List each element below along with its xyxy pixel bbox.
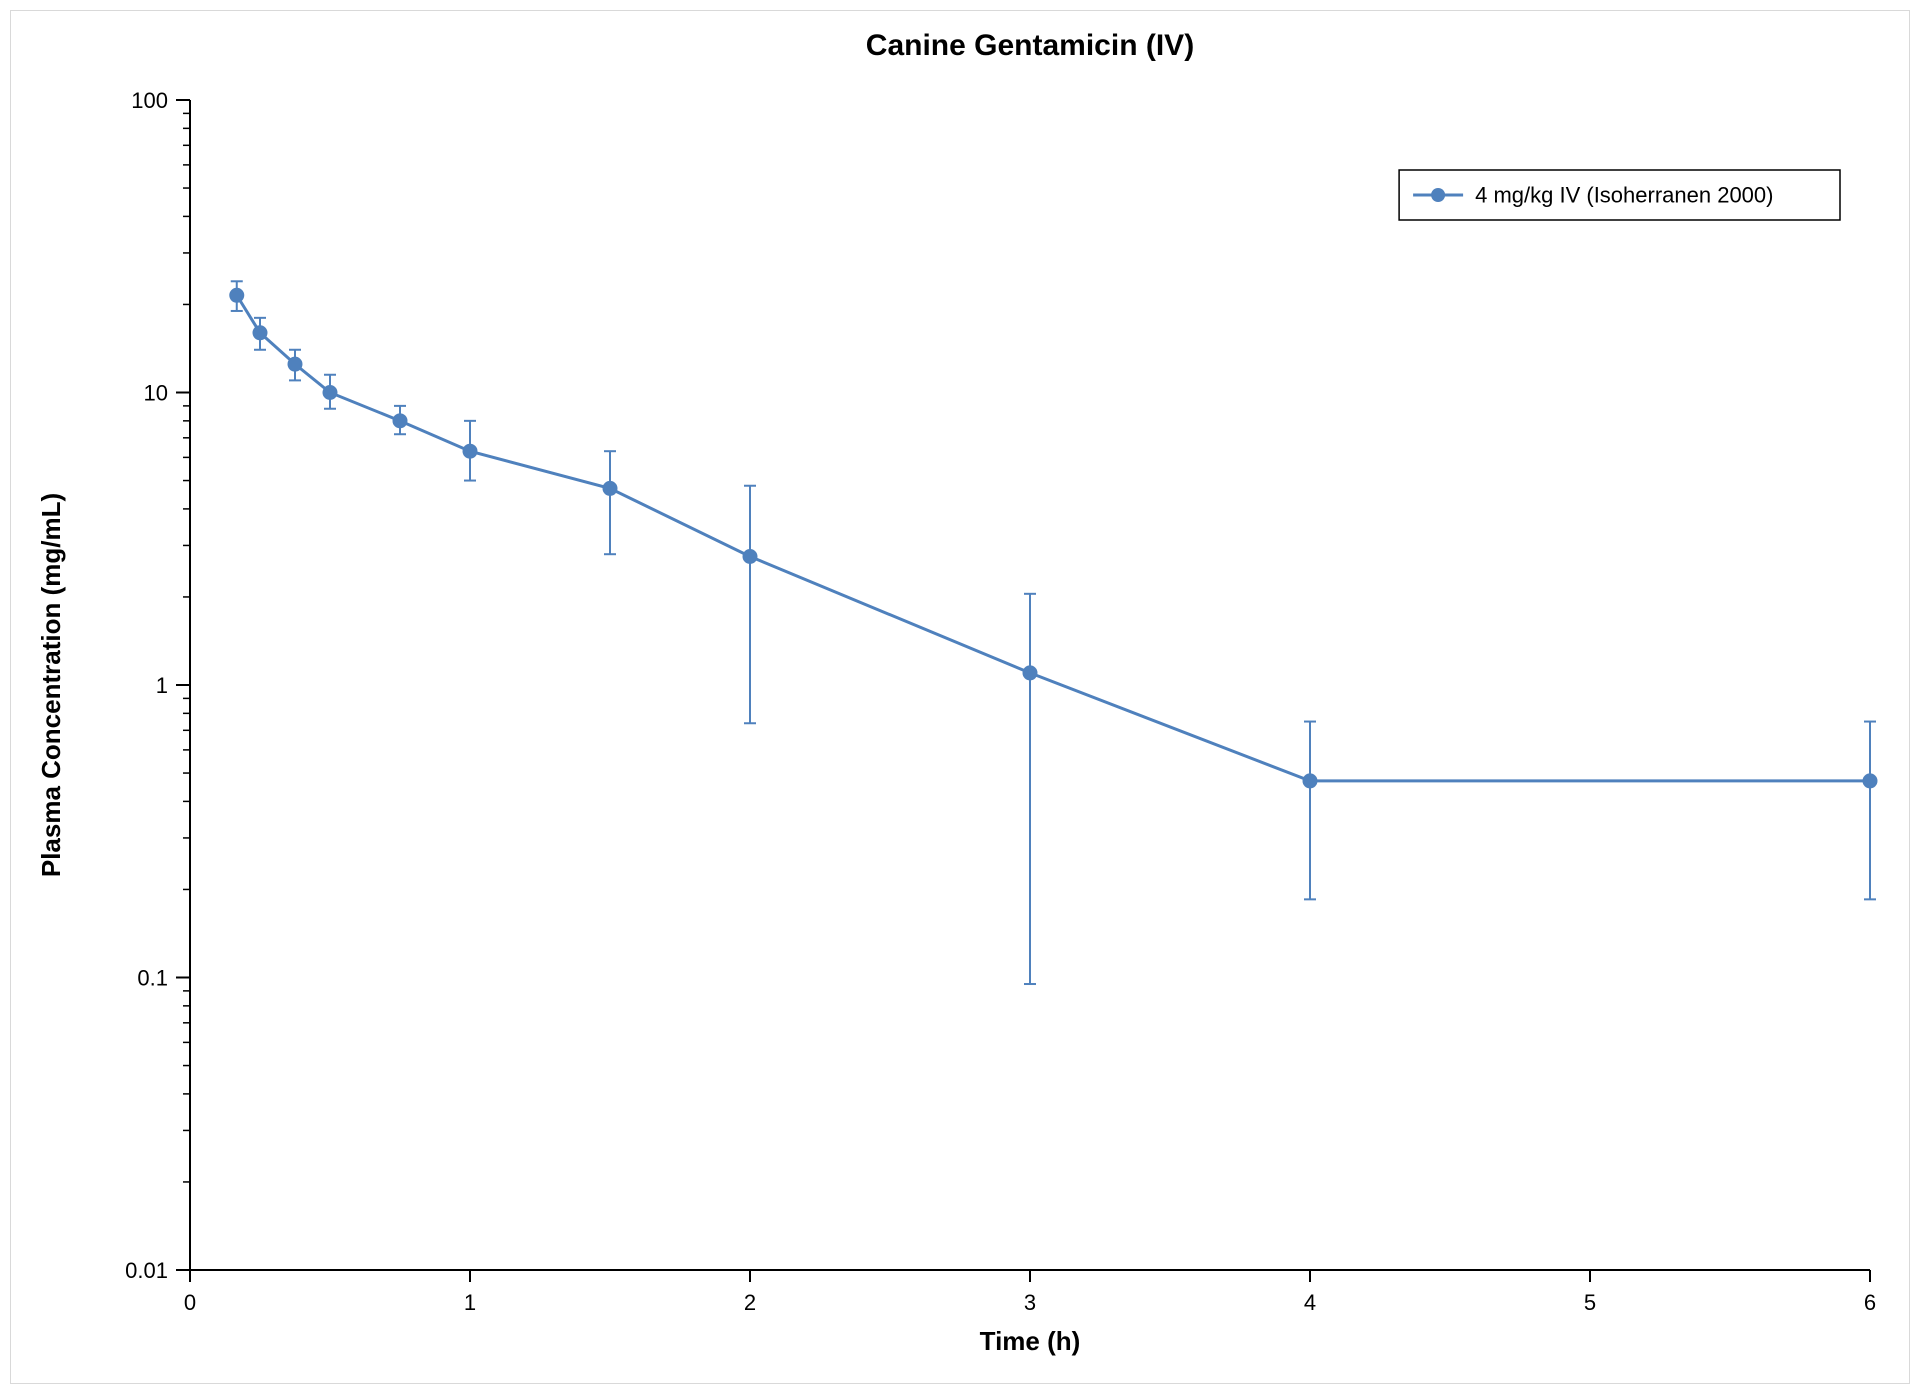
chart-outer-border [10,10,1910,1384]
chart-container: Canine Gentamicin (IV)Plasma Concentrati… [0,0,1920,1394]
